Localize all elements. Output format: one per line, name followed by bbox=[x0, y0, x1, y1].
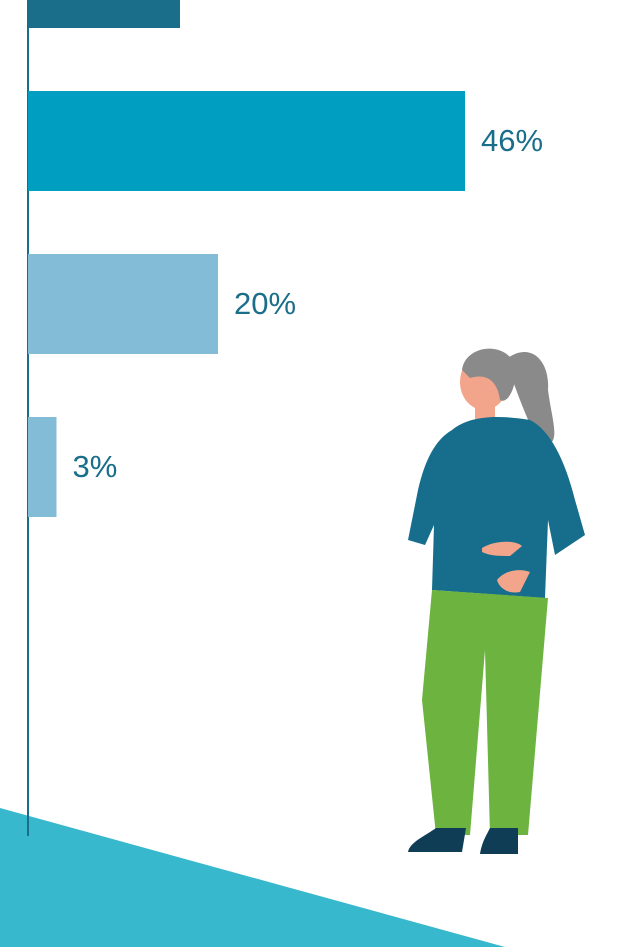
bar bbox=[28, 0, 180, 28]
bar bbox=[28, 417, 57, 517]
value-label: 20% bbox=[234, 286, 296, 321]
value-label: 46% bbox=[481, 123, 543, 158]
background-shape bbox=[0, 808, 505, 947]
illustration bbox=[408, 348, 585, 854]
value-label: 3% bbox=[73, 449, 118, 484]
bar bbox=[28, 91, 465, 191]
bar bbox=[28, 254, 218, 354]
